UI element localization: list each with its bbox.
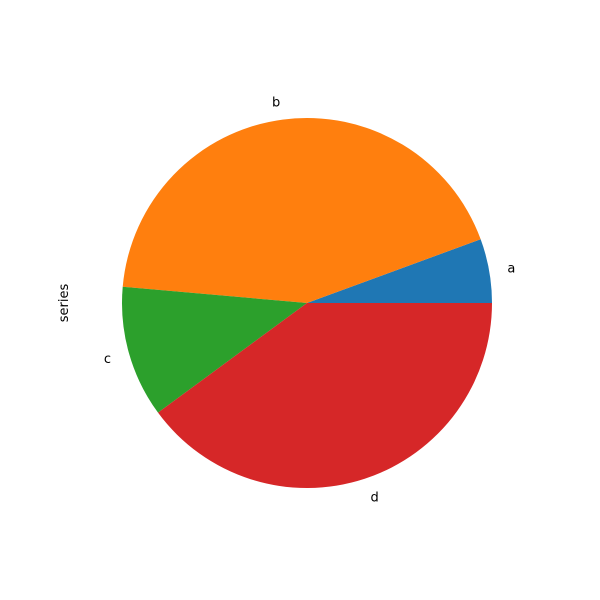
pie-label-b: b <box>272 95 280 110</box>
pie-slice-c <box>122 286 308 413</box>
pie-slices <box>122 117 492 489</box>
pie-slice-d <box>158 303 492 489</box>
pie-label-d: d <box>370 490 378 505</box>
pie-label-c: c <box>104 352 111 367</box>
pie-slice-b <box>122 117 481 303</box>
y-axis-label: series <box>57 284 72 323</box>
pie-label-a: a <box>507 261 515 276</box>
pie-labels: a b c d <box>104 95 515 505</box>
pie-slice-a <box>307 239 492 303</box>
